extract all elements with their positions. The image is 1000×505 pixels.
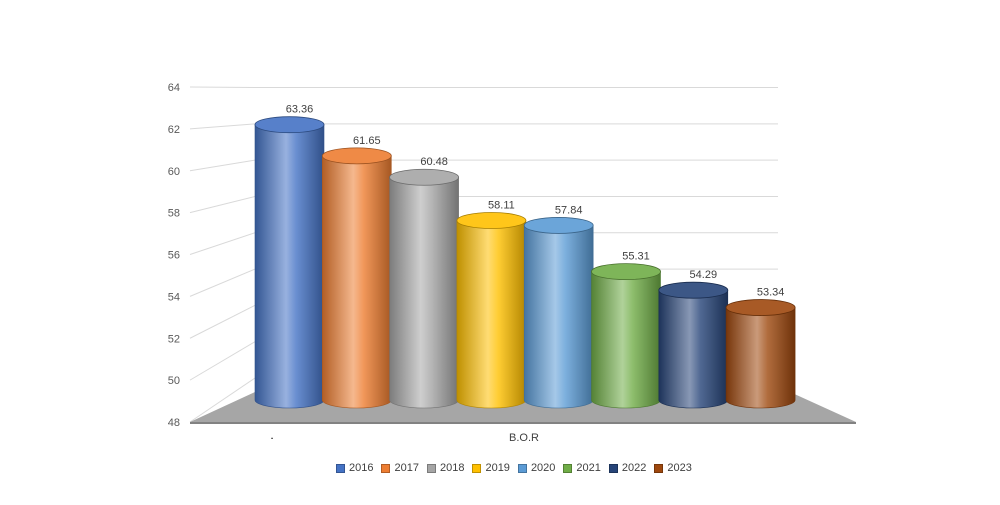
legend-swatch <box>608 463 618 473</box>
legend-label: 2019 <box>485 462 510 474</box>
data-label: 63.36 <box>286 104 314 116</box>
bar-2022 <box>658 281 729 409</box>
legend-label: 2022 <box>621 462 647 474</box>
y-tick-label: 52 <box>168 333 180 345</box>
bar-body <box>389 176 459 409</box>
x-category-label: B.O.R <box>509 432 539 444</box>
legend-swatch <box>336 463 345 473</box>
bar-2020 <box>523 217 594 409</box>
bar-body <box>523 225 594 409</box>
legend-label: 2023 <box>667 462 692 474</box>
bar-top <box>456 212 527 229</box>
legend-item-2016: 2016 <box>336 462 373 474</box>
bar-body <box>591 271 661 409</box>
gridline-side <box>189 159 256 172</box>
gridline-side <box>189 377 256 423</box>
gridline-side <box>189 123 256 130</box>
gridline-side <box>189 86 256 88</box>
legend-item-2019: 2019 <box>472 462 510 474</box>
y-tick-label: 58 <box>168 208 180 220</box>
legend: 2016 2017 2018 2019 2020 2021 2022 2023 <box>330 458 702 478</box>
bar-2023 <box>725 299 796 409</box>
legend-item-2018: 2018 <box>426 462 465 474</box>
bar-top <box>254 116 325 134</box>
legend-item-2017: 2017 <box>381 462 419 474</box>
y-tick-label: 64 <box>168 82 180 94</box>
data-label: 60.48 <box>420 156 448 168</box>
legend-label: 2021 <box>576 462 601 474</box>
bar-body <box>658 289 729 409</box>
legend-item-2021: 2021 <box>563 462 601 474</box>
data-label: 58.11 <box>488 199 515 211</box>
data-label: 61.65 <box>353 135 381 147</box>
legend-label: 2016 <box>349 462 374 474</box>
data-label: 54.29 <box>690 269 718 281</box>
legend-item-2023: 2023 <box>654 462 692 474</box>
gridline-side <box>189 304 256 339</box>
gridline-side <box>189 341 256 381</box>
bar-body <box>456 220 527 409</box>
bar-top <box>321 147 392 165</box>
legend-swatch <box>517 463 527 473</box>
data-labels: 63.36 61.65 60.48 58.11 57.84 55.31 54.29 53.34 <box>286 104 785 299</box>
bar-2021 <box>591 263 661 409</box>
gridline-side <box>189 232 256 255</box>
y-tick-label: 56 <box>168 250 180 262</box>
bar-body <box>254 124 325 409</box>
legend-item-2020: 2020 <box>517 462 556 474</box>
data-label: 57.84 <box>555 204 583 216</box>
bar-body <box>322 155 392 409</box>
legend-label: 2020 <box>530 462 556 474</box>
y-tick-label: 54 <box>168 291 180 303</box>
bar-top <box>389 168 460 186</box>
bars <box>254 116 796 409</box>
legend-label: 2017 <box>394 462 419 474</box>
legend-swatch <box>563 463 573 473</box>
y-tick-label: 50 <box>168 375 180 387</box>
data-label: 55.31 <box>622 251 650 263</box>
y-tick-label: 48 <box>168 417 180 429</box>
legend-swatch <box>472 463 482 473</box>
y-axis-ticks: 48 50 52 54 56 58 60 62 64 <box>168 82 180 429</box>
legend-swatch <box>426 463 436 473</box>
bar-2016 <box>254 116 325 409</box>
legend-swatch <box>381 463 391 473</box>
legend-item-2022: 2022 <box>608 462 647 474</box>
bar-top <box>725 299 796 316</box>
bar-top <box>658 281 729 299</box>
y-tick-label: 62 <box>168 124 180 136</box>
bar-2018 <box>389 168 460 409</box>
bar-body <box>725 307 796 409</box>
y-tick-label: 60 <box>168 166 180 178</box>
bar-2019 <box>456 212 527 409</box>
gridline-side <box>189 268 256 297</box>
bar-top <box>591 263 661 280</box>
legend-swatch <box>654 463 664 473</box>
gridline-side <box>189 195 256 214</box>
bar-top <box>523 217 594 234</box>
legend-label: 2018 <box>439 462 465 474</box>
data-label: 53.34 <box>757 287 785 299</box>
bar-2017 <box>321 147 392 409</box>
x-axis-dot-label: . <box>270 428 273 442</box>
